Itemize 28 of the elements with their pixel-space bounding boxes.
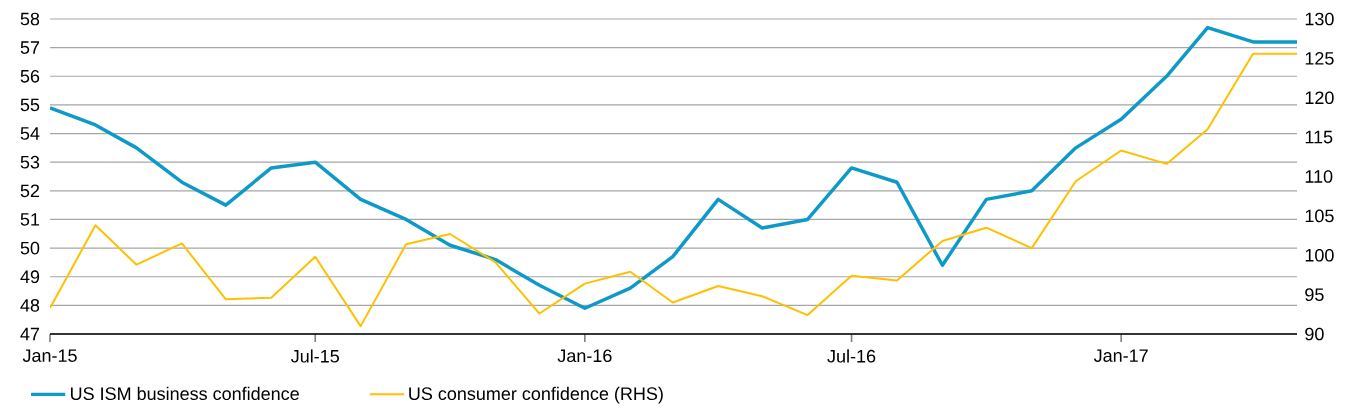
x-tick-label: Jan-17 — [1093, 349, 1148, 362]
legend-label: US ISM business confidence — [70, 386, 299, 401]
y-tick-label: 55 — [20, 98, 40, 112]
y-tick-label: 51 — [20, 213, 40, 226]
y2-tick-label: 95 — [1305, 288, 1324, 301]
y-tick-label: 53 — [20, 155, 40, 169]
y-tick-label: 52 — [20, 184, 40, 198]
y-tick-label: 58 — [20, 12, 40, 26]
y2-tick-label: 105 — [1305, 209, 1334, 223]
y-tick-label: 54 — [20, 127, 40, 140]
y-tick-label: 56 — [20, 69, 40, 83]
y-tick-label: 48 — [20, 298, 40, 312]
y2-tick-label: 120 — [1305, 91, 1334, 105]
y2-tick-label: 125 — [1305, 52, 1334, 65]
x-tick-label: Jul-15 — [290, 349, 339, 363]
y2-tick-label: 130 — [1305, 12, 1334, 26]
y2-tick-label: 90 — [1305, 327, 1324, 341]
x-tick-label: Jan-15 — [22, 349, 77, 362]
y-tick-label: 57 — [20, 41, 40, 54]
x-tick-label: Jul-16 — [827, 349, 876, 363]
y-tick-label: 47 — [20, 327, 40, 341]
y2-tick-label: 110 — [1305, 170, 1333, 183]
y-tick-label: 49 — [20, 270, 40, 284]
y2-tick-label: 100 — [1305, 248, 1334, 262]
y2-tick-label: 115 — [1305, 130, 1333, 144]
x-tick-label: Jan-16 — [557, 349, 612, 363]
y-tick-label: 50 — [20, 241, 40, 255]
legend-label: US consumer confidence (RHS) — [409, 386, 663, 404]
